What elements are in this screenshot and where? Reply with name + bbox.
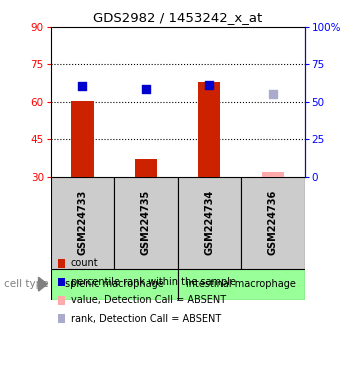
Text: percentile rank within the sample: percentile rank within the sample <box>71 277 236 287</box>
Bar <box>51 177 114 269</box>
Point <box>80 83 85 89</box>
Point <box>270 91 275 98</box>
Text: GSM224735: GSM224735 <box>141 190 151 255</box>
Text: splenic macrophage: splenic macrophage <box>65 279 163 289</box>
Text: GSM224733: GSM224733 <box>77 190 88 255</box>
Bar <box>114 177 177 269</box>
Text: count: count <box>71 258 98 268</box>
Bar <box>198 82 220 177</box>
Polygon shape <box>38 277 47 291</box>
Text: rank, Detection Call = ABSENT: rank, Detection Call = ABSENT <box>71 314 221 324</box>
Bar <box>241 177 304 269</box>
Title: GDS2982 / 1453242_x_at: GDS2982 / 1453242_x_at <box>93 11 262 24</box>
Point <box>206 82 212 88</box>
Text: cell type: cell type <box>4 279 48 289</box>
Text: intestinal macrophage: intestinal macrophage <box>186 279 296 289</box>
Point <box>143 86 149 92</box>
Bar <box>177 269 304 300</box>
Bar <box>58 278 65 286</box>
Bar <box>262 172 284 177</box>
Bar <box>58 314 65 323</box>
Bar <box>51 269 177 300</box>
Bar <box>71 101 93 177</box>
Bar <box>177 177 241 269</box>
Bar <box>58 259 65 268</box>
Text: GSM224734: GSM224734 <box>204 190 214 255</box>
Text: GSM224736: GSM224736 <box>268 190 278 255</box>
Bar <box>135 159 157 177</box>
Text: value, Detection Call = ABSENT: value, Detection Call = ABSENT <box>71 295 226 305</box>
Bar <box>58 296 65 305</box>
